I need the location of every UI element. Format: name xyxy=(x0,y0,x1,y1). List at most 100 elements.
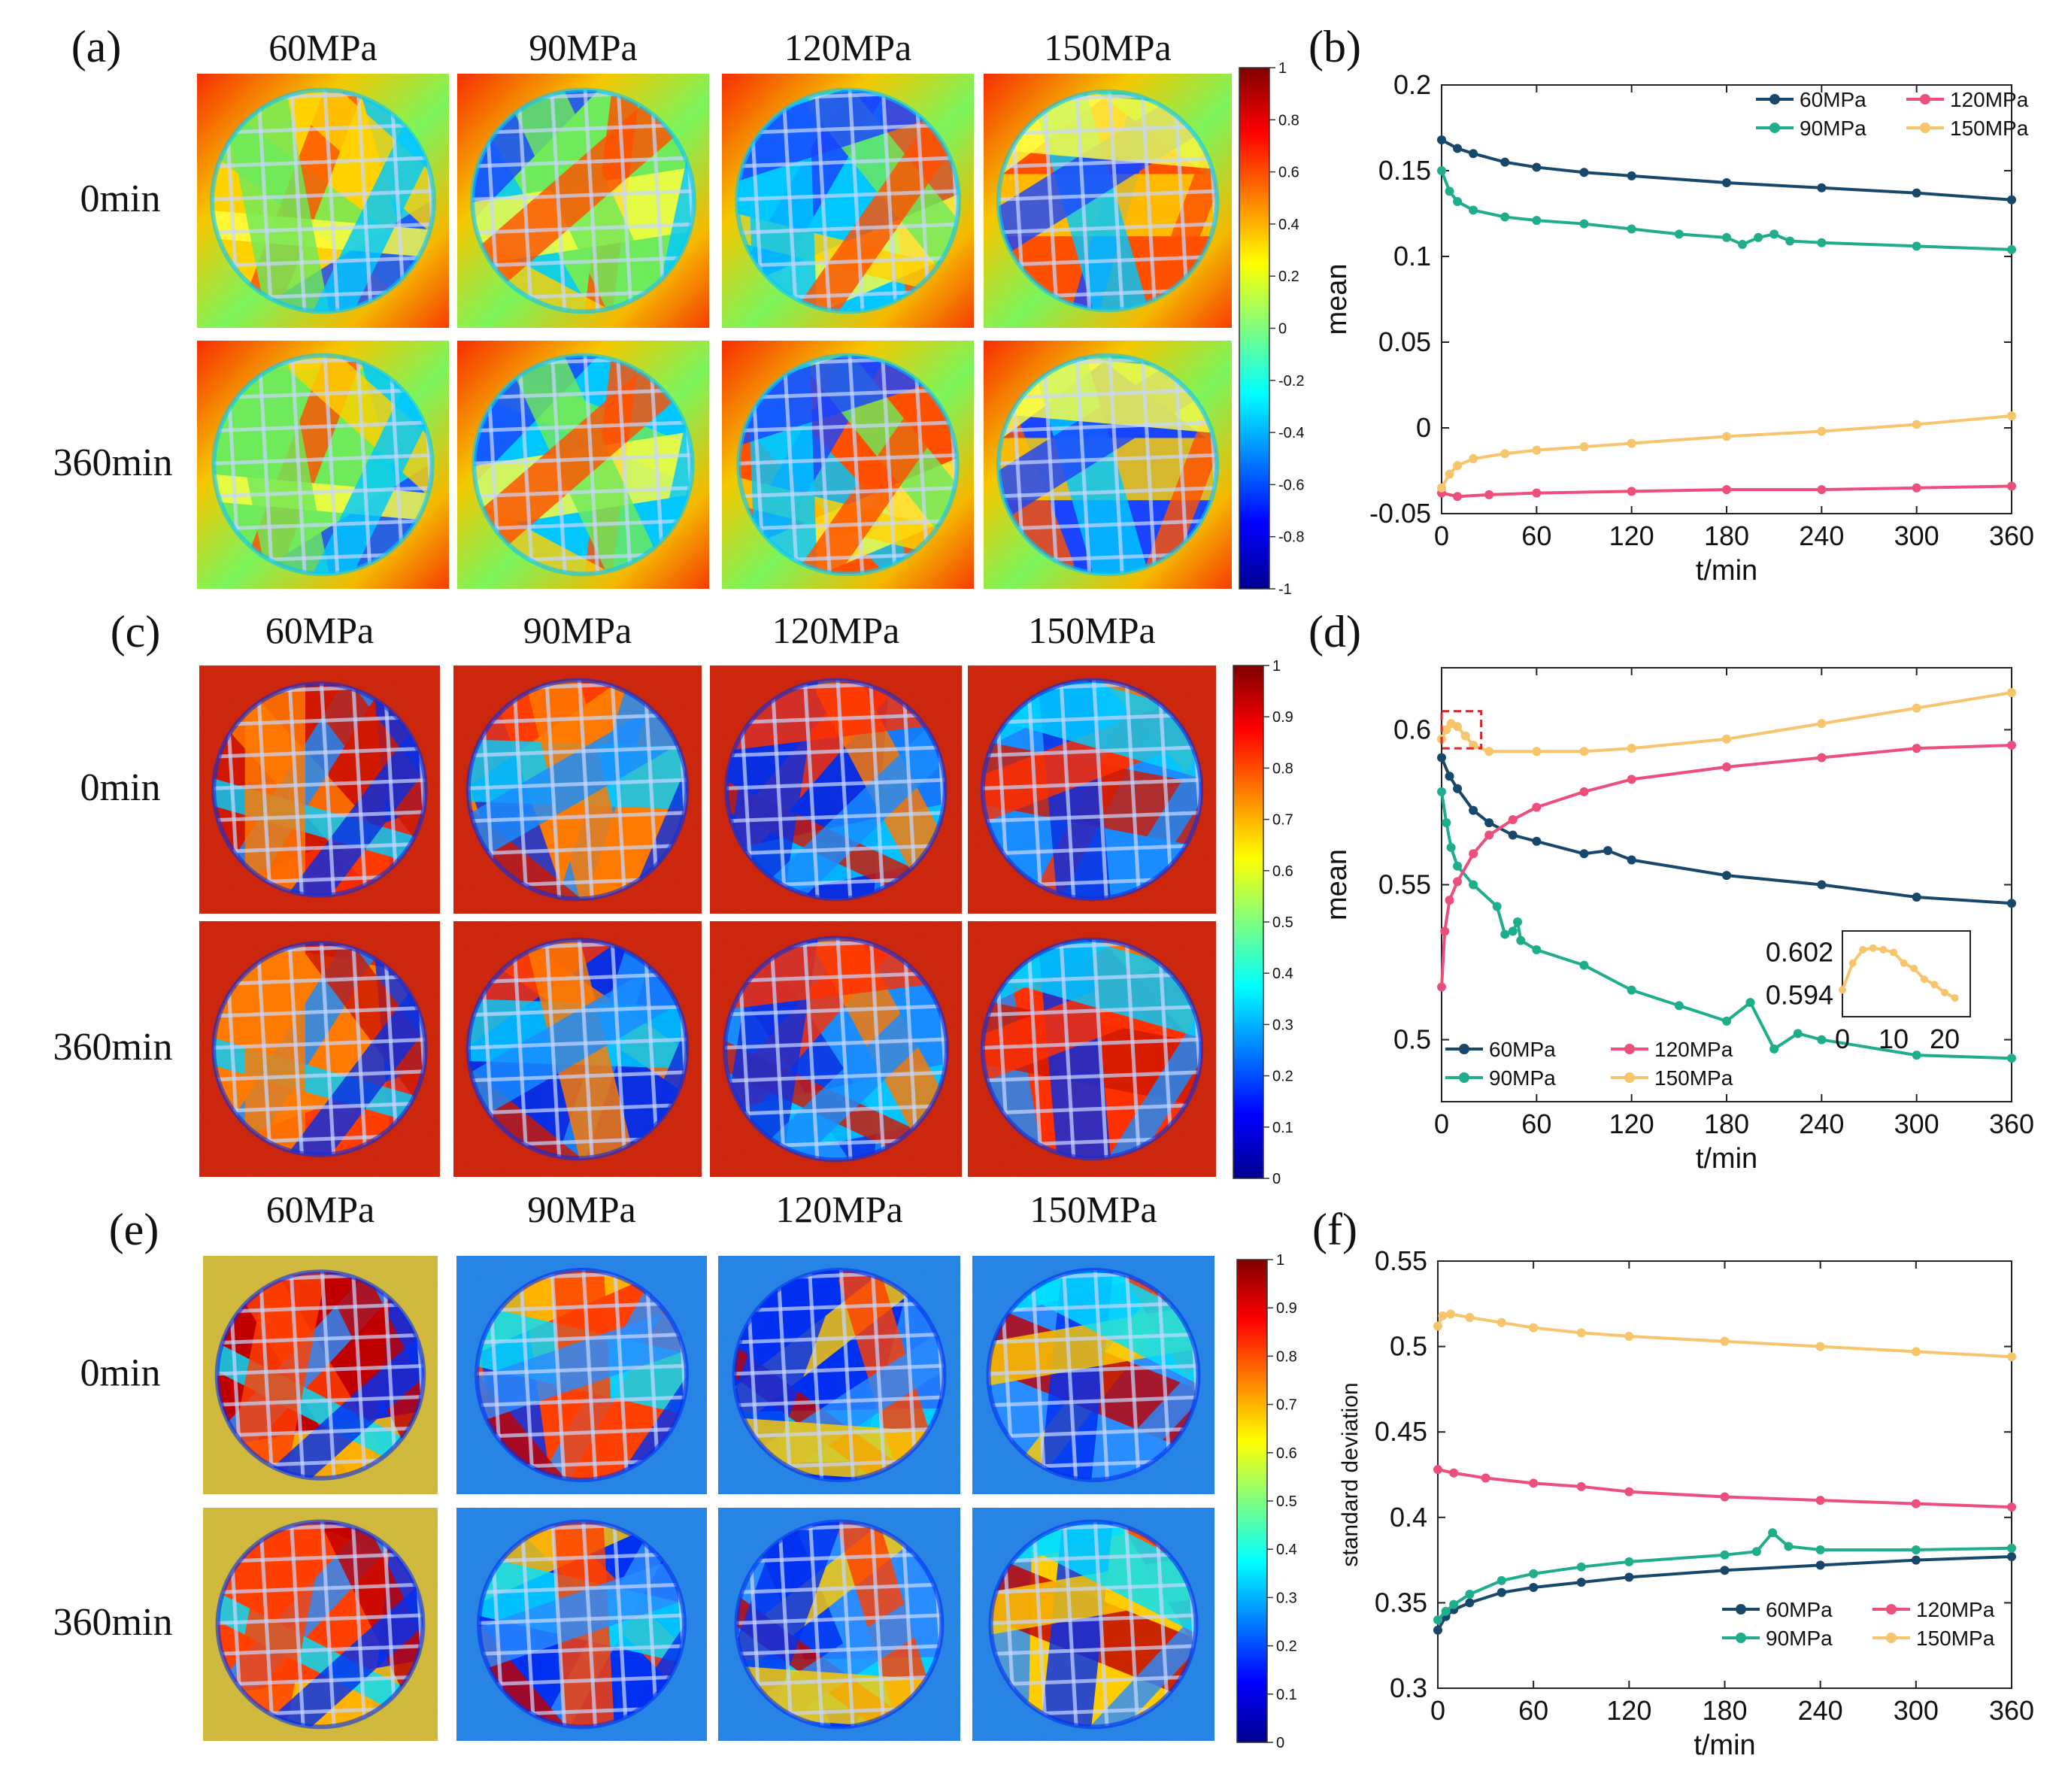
chart-f-point-60MPa xyxy=(1911,1555,1921,1565)
chart-f-point-150MPa xyxy=(1438,1311,1448,1321)
heatmap-c-150MPa-360min xyxy=(968,921,1216,1177)
heatmap-e-120MPa-0min xyxy=(718,1256,960,1494)
chart-f-xtick-label: 60 xyxy=(1518,1695,1548,1726)
chart-b-point-120MPa xyxy=(1453,492,1463,502)
colorbar-a-tick-label: -0.8 xyxy=(1278,529,1304,546)
chart-d-inset-point xyxy=(1930,981,1939,989)
chart-d-point-120MPa xyxy=(1532,802,1542,812)
chart-f-point-90MPa xyxy=(1815,1545,1825,1554)
chart-d-xtick-label: 360 xyxy=(1989,1108,2034,1139)
chart-d-inset-point xyxy=(1869,944,1877,952)
chart-d-point-150MPa xyxy=(2007,687,2016,697)
heatmap-e-90MPa-0min-specimen xyxy=(477,1270,687,1480)
colorbar-a-tick-label: 0.8 xyxy=(1278,112,1299,129)
chart-d-series-60MPa xyxy=(1437,753,2016,908)
chart-d-inset-xtick-label: 0 xyxy=(1835,1023,1850,1054)
chart-d-point-60MPa xyxy=(1579,849,1589,859)
time-label-c-0min: 0min xyxy=(80,766,161,809)
colorbar-c-tick-label: 0.9 xyxy=(1272,709,1293,726)
chart-d-inset-highlight-box xyxy=(1440,710,1483,750)
chart-d-point-120MPa xyxy=(1912,744,1921,753)
chart-b-ytick-label: 0 xyxy=(1416,412,1431,443)
colorbar-c-tick-label: 0 xyxy=(1272,1171,1281,1187)
chart-f-point-90MPa xyxy=(1576,1562,1586,1572)
chart-b-point-120MPa xyxy=(1484,490,1494,499)
chart-b-ytick-label: 0.1 xyxy=(1393,241,1431,271)
chart-d-xtick-label: 300 xyxy=(1894,1108,1939,1139)
chart-b-point-150MPa xyxy=(1453,461,1463,471)
heatmap-c-60MPa-0min-specimen xyxy=(214,684,426,896)
colorbar-e-gradient xyxy=(1236,1259,1268,1743)
chart-b-line-150MPa xyxy=(1440,414,2012,489)
colorbar-a-tick-label: 0 xyxy=(1278,321,1287,338)
chart-b-xtick-label: 300 xyxy=(1894,520,1939,551)
chart-f-point-150MPa xyxy=(1720,1336,1730,1346)
chart-b-point-150MPa xyxy=(1912,420,1921,429)
chart-b-xtick-label: 120 xyxy=(1609,520,1654,551)
chart-b-point-90MPa xyxy=(1912,241,1921,251)
pressure-label-a-120MPa: 120MPa xyxy=(784,26,911,68)
chart-b-point-150MPa xyxy=(1437,483,1446,493)
chart-d-point-90MPa xyxy=(1579,960,1589,970)
chart-d-axes-box xyxy=(1441,667,2012,1102)
colorbar-e: 1 0.9 0.8 0.7 0.6 0.5 0.4 0.3 0.2 0.1 0 xyxy=(1236,1252,1297,1751)
chart-f-point-120MPa xyxy=(2007,1502,2016,1512)
chart-b-point-150MPa xyxy=(1500,449,1510,459)
chart-d-point-150MPa xyxy=(1442,725,1451,735)
chart-d-point-60MPa xyxy=(1722,871,1731,881)
chart-f-point-90MPa xyxy=(1720,1550,1730,1560)
chart-d-legend-label-150MPa: 150MPa xyxy=(1654,1066,1733,1090)
chart-b-point-90MPa xyxy=(1769,229,1779,239)
chart-b-point-60MPa xyxy=(1627,171,1636,180)
chart-d-inset-point xyxy=(1859,945,1867,954)
heatmap-a-90MPa-360min-specimen xyxy=(474,355,693,575)
chart-f-xtick-label: 240 xyxy=(1798,1695,1843,1726)
chart-d-point-90MPa xyxy=(1769,1044,1779,1054)
colorbar-e-tick-label: 0.5 xyxy=(1276,1493,1297,1510)
chart-b-point-120MPa xyxy=(1912,483,1921,493)
chart-b-point-150MPa xyxy=(1445,469,1454,479)
chart-f-xtick-label: 300 xyxy=(1894,1695,1939,1726)
chart-d-point-150MPa xyxy=(1532,747,1542,757)
chart-b-point-60MPa xyxy=(1437,135,1446,144)
heatmap-e-150MPa-0min xyxy=(972,1256,1214,1494)
time-label-e-360min: 360min xyxy=(53,1601,173,1644)
heatmap-e-150MPa-0min-specimen xyxy=(988,1270,1199,1480)
chart-d-inset-point xyxy=(1900,959,1908,967)
chart-b-series-90MPa xyxy=(1437,166,2016,254)
chart-d-point-60MPa xyxy=(1508,830,1518,840)
chart-b: 0 60 120 180 240 300 360-0.0500.050.10.150.2t/… xyxy=(1321,69,2034,587)
chart-b-point-90MPa xyxy=(1445,186,1454,196)
colorbar-e-tick-label: 0 xyxy=(1276,1735,1284,1751)
chart-f-ylabel: standard deviation xyxy=(1338,1382,1363,1566)
chart-f-point-90MPa xyxy=(1784,1542,1794,1551)
chart-d-legend-marker-60MPa xyxy=(1459,1044,1469,1054)
pressure-label-e-150MPa: 150MPa xyxy=(1029,1188,1157,1230)
chart-f-legend: 60MPa 90MPa 120MPa 150MPa xyxy=(1722,1598,1995,1650)
chart-d-point-60MPa xyxy=(1469,805,1478,815)
time-label-e-0min: 0min xyxy=(80,1352,161,1395)
chart-d-point-90MPa xyxy=(1627,985,1636,995)
chart-b-ylabel: mean xyxy=(1321,263,1353,335)
chart-d-inset-point xyxy=(1848,959,1857,967)
chart-f-point-90MPa xyxy=(2007,1543,2016,1553)
chart-f-point-150MPa xyxy=(1445,1309,1455,1319)
colorbar-a: 1 0.8 0.6 0.4 0.2 0 -0.2 -0.4 -0.6 -0.8 -1 xyxy=(1239,60,1304,598)
chart-f-line-120MPa xyxy=(1437,1468,2012,1509)
chart-b-point-60MPa xyxy=(1469,149,1478,159)
chart-d-xtick-label: 120 xyxy=(1609,1108,1654,1139)
chart-f-point-120MPa xyxy=(1911,1499,1921,1508)
chart-f-point-60MPa xyxy=(2007,1552,2016,1562)
chart-b-point-90MPa xyxy=(2007,244,2016,254)
chart-f-point-150MPa xyxy=(1815,1342,1825,1351)
chart-f-point-150MPa xyxy=(1624,1331,1634,1341)
chart-f-series-60MPa xyxy=(1433,1552,2016,1635)
chart-f-series-150MPa xyxy=(1433,1309,2016,1362)
chart-d-point-90MPa xyxy=(1469,880,1478,890)
colorbar-e-tick-label: 0.7 xyxy=(1276,1397,1297,1414)
chart-d-line-60MPa xyxy=(1440,757,2012,905)
chart-f-point-90MPa xyxy=(1449,1599,1459,1609)
chart-f-legend-marker-150MPa xyxy=(1886,1633,1897,1643)
pressure-label-e-60MPa: 60MPa xyxy=(266,1188,374,1230)
chart-d-point-150MPa xyxy=(1484,747,1494,757)
